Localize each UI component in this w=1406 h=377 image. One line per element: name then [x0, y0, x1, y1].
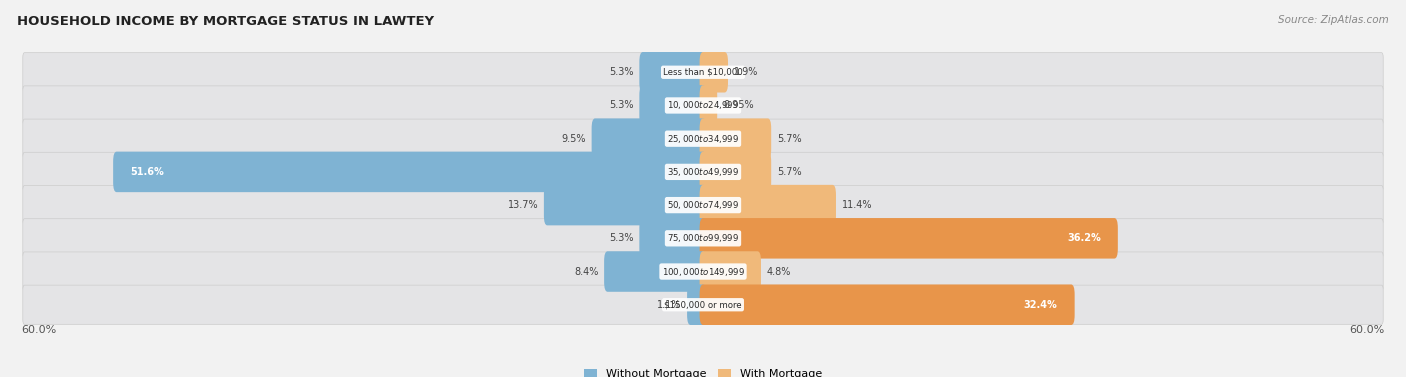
Text: 36.2%: 36.2% — [1067, 233, 1101, 243]
FancyBboxPatch shape — [22, 219, 1384, 258]
Text: 13.7%: 13.7% — [508, 200, 538, 210]
FancyBboxPatch shape — [22, 152, 1384, 192]
Text: Less than $10,000: Less than $10,000 — [664, 68, 742, 77]
FancyBboxPatch shape — [22, 86, 1384, 125]
FancyBboxPatch shape — [112, 152, 706, 192]
Legend: Without Mortgage, With Mortgage: Without Mortgage, With Mortgage — [579, 365, 827, 377]
Text: 0.95%: 0.95% — [723, 100, 754, 110]
Text: 5.7%: 5.7% — [778, 134, 801, 144]
Text: $100,000 to $149,999: $100,000 to $149,999 — [661, 265, 745, 277]
Text: $25,000 to $34,999: $25,000 to $34,999 — [666, 133, 740, 145]
Text: 1.9%: 1.9% — [734, 67, 758, 77]
Text: $50,000 to $74,999: $50,000 to $74,999 — [666, 199, 740, 211]
FancyBboxPatch shape — [640, 52, 706, 92]
Text: 4.8%: 4.8% — [766, 267, 792, 277]
Text: 60.0%: 60.0% — [1350, 325, 1385, 335]
FancyBboxPatch shape — [688, 285, 706, 325]
Text: $35,000 to $49,999: $35,000 to $49,999 — [666, 166, 740, 178]
Text: 5.7%: 5.7% — [778, 167, 801, 177]
FancyBboxPatch shape — [700, 85, 717, 126]
Text: $150,000 or more: $150,000 or more — [664, 300, 742, 309]
Text: 5.3%: 5.3% — [609, 233, 634, 243]
FancyBboxPatch shape — [700, 152, 772, 192]
Text: 51.6%: 51.6% — [131, 167, 165, 177]
Text: 9.5%: 9.5% — [561, 134, 586, 144]
FancyBboxPatch shape — [22, 119, 1384, 158]
FancyBboxPatch shape — [700, 218, 1118, 259]
FancyBboxPatch shape — [700, 52, 728, 92]
Text: 60.0%: 60.0% — [21, 325, 56, 335]
Text: 5.3%: 5.3% — [609, 67, 634, 77]
FancyBboxPatch shape — [605, 251, 706, 292]
Text: HOUSEHOLD INCOME BY MORTGAGE STATUS IN LAWTEY: HOUSEHOLD INCOME BY MORTGAGE STATUS IN L… — [17, 15, 434, 28]
FancyBboxPatch shape — [22, 252, 1384, 291]
FancyBboxPatch shape — [544, 185, 706, 225]
Text: $75,000 to $99,999: $75,000 to $99,999 — [666, 232, 740, 244]
Text: 32.4%: 32.4% — [1024, 300, 1057, 310]
FancyBboxPatch shape — [700, 118, 772, 159]
Text: 5.3%: 5.3% — [609, 100, 634, 110]
Text: Source: ZipAtlas.com: Source: ZipAtlas.com — [1278, 15, 1389, 25]
FancyBboxPatch shape — [700, 285, 1074, 325]
FancyBboxPatch shape — [700, 185, 837, 225]
FancyBboxPatch shape — [22, 285, 1384, 324]
Text: 1.1%: 1.1% — [657, 300, 682, 310]
FancyBboxPatch shape — [640, 218, 706, 259]
Text: 11.4%: 11.4% — [842, 200, 872, 210]
FancyBboxPatch shape — [22, 185, 1384, 225]
FancyBboxPatch shape — [592, 118, 706, 159]
Text: $10,000 to $24,999: $10,000 to $24,999 — [666, 100, 740, 112]
FancyBboxPatch shape — [640, 85, 706, 126]
FancyBboxPatch shape — [700, 251, 761, 292]
Text: 8.4%: 8.4% — [574, 267, 599, 277]
FancyBboxPatch shape — [22, 53, 1384, 92]
